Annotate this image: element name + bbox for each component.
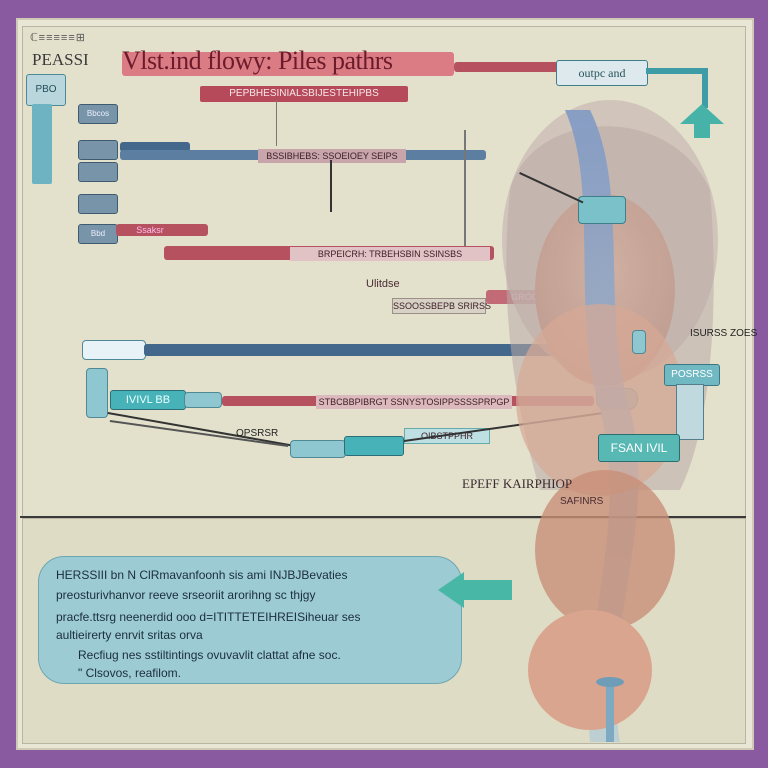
bottom-label-2: SAFINRS	[560, 496, 604, 507]
info-arrow-stem	[462, 580, 512, 600]
info-line: pracfe.ttsrg neenerdid ooo d=ITITTETEIHR…	[56, 610, 361, 624]
red-bar-label-1: Ssaksr	[136, 225, 164, 235]
output-box: outpc and	[556, 60, 648, 86]
title-band	[122, 52, 454, 76]
output-pipe-vertical	[702, 68, 708, 108]
info-callout	[38, 556, 462, 684]
chip: Bbd	[78, 224, 118, 244]
blue-bar-label: BSSIBHEBS: SSOEIOEY SEIPS	[258, 149, 406, 163]
status-node: FSAN IVIL	[598, 434, 680, 462]
chip	[78, 162, 118, 182]
subtitle-bar: PEPBHESINIALSBIJESTEHIPBS	[200, 86, 408, 102]
teal-node-1-cap	[184, 392, 222, 408]
output-arrow-icon	[680, 104, 724, 124]
left-vertical-capsule	[86, 368, 108, 418]
right-tag-box: POSRSS	[664, 364, 720, 386]
blue-pipe-1	[120, 142, 190, 152]
side-box: PBO	[26, 74, 66, 106]
vertical-wire-1	[330, 160, 332, 212]
teal-node-2	[344, 436, 404, 456]
left-capsule	[82, 340, 146, 360]
wire-label: OPSRSR	[236, 428, 279, 439]
vertical-wire-3	[276, 100, 277, 146]
red-bar-label-3: STBCBBPIBRGT SSNYSTOSIPPSSSSPRPGP	[316, 395, 512, 409]
pre-title: PEASSI	[32, 50, 89, 69]
panel-divider	[20, 516, 746, 518]
output-arrow-stem	[694, 124, 710, 138]
diagram-title: Vlst.ind flowy: Piles pathrs	[122, 46, 393, 75]
blue-pipe-2	[144, 344, 588, 356]
teal-node-1: IVIVL BB	[110, 390, 186, 410]
info-line: HERSSIII bn N ClRmavanfoonh sis ami INJB…	[56, 568, 348, 582]
right-tag-label: ISURSS ZOES	[690, 328, 758, 339]
chip: Bbcos	[78, 104, 118, 124]
chip	[78, 194, 118, 214]
output-pipe-horizontal	[646, 68, 708, 74]
chip	[78, 140, 118, 160]
red-bar-label-2: BRPEICRH: TRBEHSBIN SSINSBS	[290, 247, 490, 261]
info-line: Recfiug nes sstiltintings ovuvavlit clat…	[78, 648, 341, 662]
info-arrow-icon	[438, 572, 464, 608]
face-connector	[578, 196, 626, 224]
info-line: aultieirerty enrvit sritas orva	[56, 628, 203, 642]
right-gauge	[676, 384, 704, 440]
info-line: " Clsovos, reafilom.	[78, 666, 181, 680]
top-tag: ℂ≡≡≡≡≡⊞	[30, 32, 86, 44]
right-small-capsule	[632, 330, 646, 354]
bottom-label: EPEFF KAIRPHIOP	[462, 476, 573, 491]
vertical-wire-2	[464, 130, 466, 260]
small-label: Ulitdse	[366, 278, 400, 290]
top-red-pipe	[454, 62, 558, 72]
lower-capsule	[290, 440, 346, 458]
grey-bar-label: SSOOSSBEPB SRIRSS	[392, 298, 491, 314]
red-pipe-1	[116, 224, 208, 236]
info-line: preosturivhanvor reeve srseoriit arorihn…	[56, 588, 316, 602]
side-rail	[32, 104, 52, 184]
